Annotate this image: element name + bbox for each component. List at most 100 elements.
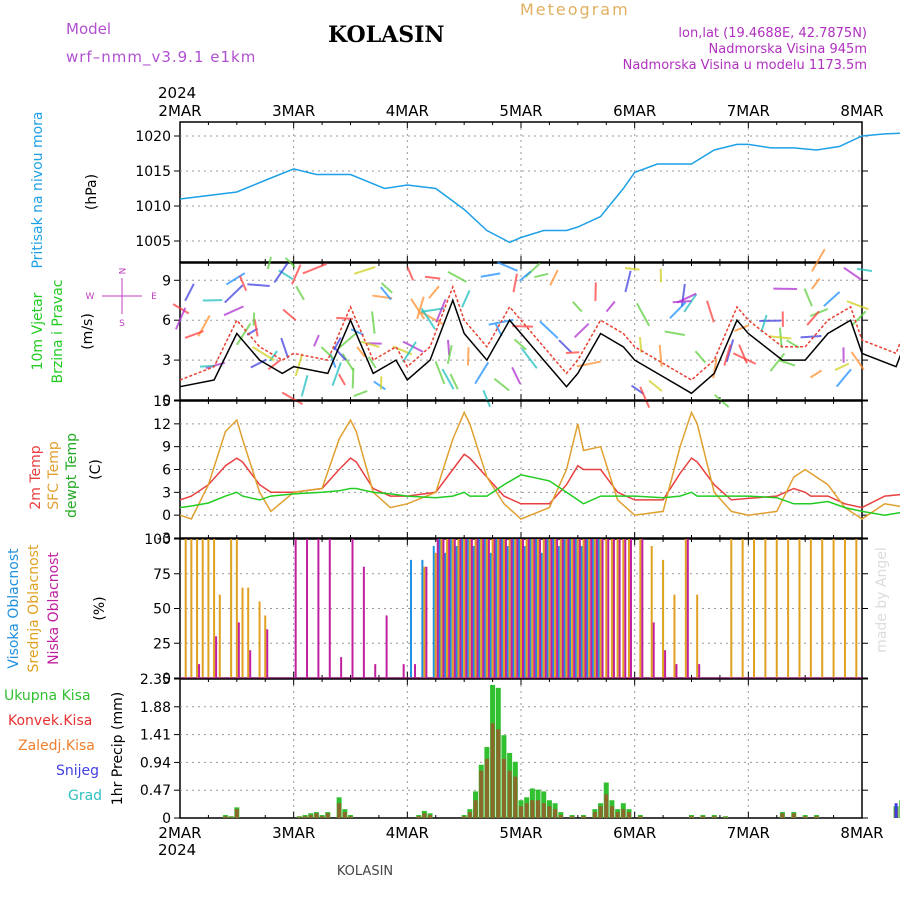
precip-bar-snow xyxy=(894,803,898,818)
wind-barb xyxy=(266,256,272,270)
wind-barb xyxy=(434,361,446,385)
x-tick-label-bottom: 4MAR xyxy=(386,824,429,842)
side-label: Pritisak na nivou mora xyxy=(30,111,46,268)
wind-barb xyxy=(199,364,216,368)
precip-bar-conv xyxy=(416,816,421,818)
series-line-dewpt xyxy=(179,474,900,516)
wind-barb xyxy=(605,300,616,313)
wind-barb xyxy=(511,366,522,385)
wind-barb xyxy=(184,330,204,339)
wind-barb xyxy=(823,291,841,307)
wind-barb xyxy=(658,344,663,367)
wind-barb xyxy=(712,358,718,379)
wind-barb xyxy=(367,356,377,369)
precip-bar-conv xyxy=(519,806,523,818)
side-label: Niska Oblacnost xyxy=(46,552,62,665)
model-label: Model xyxy=(66,20,112,38)
y-tick-label: 25 xyxy=(153,636,171,652)
compass-n: N xyxy=(116,268,126,275)
wind-barb xyxy=(496,261,518,272)
precip-bar-conv xyxy=(234,809,239,818)
wind-barb xyxy=(379,376,383,390)
precip-bar-conv xyxy=(325,813,330,818)
x-tick-label-top: 6MAR xyxy=(613,102,656,120)
wind-barb xyxy=(247,283,270,288)
x-tick-label-top: 7MAR xyxy=(727,102,770,120)
wind-barb xyxy=(225,272,246,286)
wind-barb xyxy=(172,303,190,315)
wind-barb xyxy=(558,339,573,354)
series-line-2m xyxy=(179,453,900,509)
wind-barb xyxy=(518,270,532,282)
y-tick-label: 6 xyxy=(162,463,171,479)
wind-barb xyxy=(273,262,289,283)
wind-barb xyxy=(474,361,490,385)
wind-barb xyxy=(424,275,441,280)
side-label: Brzina i Pravac xyxy=(50,280,66,384)
precip-bar-conv xyxy=(507,770,512,818)
precip-bar-conv xyxy=(479,770,484,818)
wind-barb xyxy=(769,353,786,372)
year-label-top: 2024 xyxy=(158,84,196,102)
y-tick-label: 1010 xyxy=(135,199,171,215)
wind-barb xyxy=(356,346,366,358)
side-label: 10m Vjetar xyxy=(30,292,46,370)
wind-barb xyxy=(402,341,417,363)
precip-bar-conv xyxy=(422,813,427,818)
wind-barb xyxy=(513,338,527,351)
y-tick-label: 50 xyxy=(153,602,171,618)
compass-e: E xyxy=(151,292,157,302)
x-tick-label-bottom: 8MAR xyxy=(840,824,883,842)
precip-bar-conv xyxy=(609,806,614,818)
wind-barb xyxy=(295,285,305,301)
precip-bar-conv xyxy=(791,813,796,818)
panel-frame xyxy=(179,262,863,401)
wind-barb xyxy=(521,348,538,369)
precip-bar-conv xyxy=(621,809,626,818)
x-tick-label-bottom: 7MAR xyxy=(727,824,770,842)
year-label-bottom: 2024 xyxy=(158,841,196,859)
x-tick-label-bottom: 5MAR xyxy=(499,824,542,842)
wind-barb xyxy=(446,344,453,365)
wind-barb xyxy=(253,319,259,337)
wind-barb xyxy=(576,360,602,368)
legend-item: Grad xyxy=(68,788,102,804)
credit-label: made by Angel xyxy=(874,547,890,653)
wind-barb xyxy=(803,288,813,307)
wind-barb xyxy=(835,368,852,388)
wind-barb xyxy=(338,373,346,386)
y-axis-label: (%) xyxy=(92,596,108,620)
wind-barb xyxy=(800,334,822,339)
y-axis-label: (C) xyxy=(88,459,104,480)
wind-barb xyxy=(669,301,687,319)
compass-s: S xyxy=(119,319,125,329)
y-tick-label: 100 xyxy=(144,532,171,548)
y-tick-label: 0 xyxy=(162,671,171,687)
wind-barb xyxy=(449,373,459,390)
wind-barb xyxy=(810,277,821,290)
precip-bar-conv xyxy=(581,816,586,818)
panel-frame xyxy=(179,678,863,819)
x-tick-label-top: 4MAR xyxy=(386,102,429,120)
legend-item: Snijeg xyxy=(56,763,99,779)
side-label: Visoka Oblacnost xyxy=(6,548,22,669)
wind-barb xyxy=(223,305,244,317)
wind-barb xyxy=(539,320,559,339)
precip-bar-conv xyxy=(638,816,643,818)
model-name: wrf–nmm_v3.9.1 e1km xyxy=(66,48,257,66)
precip-bar-conv xyxy=(348,816,353,818)
wind-barb xyxy=(338,330,359,349)
y-tick-label: 12 xyxy=(153,417,171,433)
wind-barb xyxy=(435,298,447,323)
precip-bar-conv xyxy=(496,729,501,818)
precip-bar-conv xyxy=(297,816,302,818)
precip-bar-conv xyxy=(592,812,597,818)
precip-bar-conv xyxy=(490,723,495,818)
precip-bar-conv xyxy=(547,806,552,818)
wind-barb xyxy=(672,299,692,304)
y-tick-label: 9 xyxy=(162,273,171,289)
wind-barb xyxy=(353,266,376,275)
wind-barb xyxy=(406,266,415,281)
y-tick-label: 0.47 xyxy=(140,783,171,799)
precip-bar-conv xyxy=(303,816,308,818)
